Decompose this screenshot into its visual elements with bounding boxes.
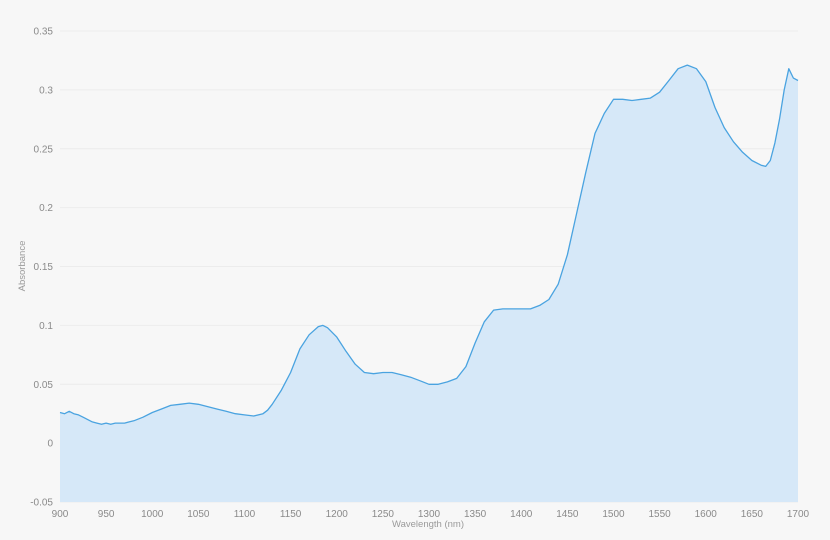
- x-tick-label: 1100: [234, 509, 256, 520]
- y-tick-label: 0.25: [34, 144, 54, 155]
- x-tick-label: 1050: [187, 509, 210, 520]
- area-layer: [59, 64, 799, 502]
- x-tick-label: 1200: [326, 509, 349, 520]
- x-tick-label: 1300: [418, 509, 441, 520]
- y-tick-label: 0.15: [34, 262, 54, 273]
- y-tick-label: 0.2: [39, 203, 53, 214]
- x-tick-label: 1550: [649, 509, 672, 520]
- y-axis-title: Absorbance: [17, 241, 28, 292]
- series-area: [60, 65, 798, 502]
- y-tick-label: 0.35: [34, 27, 54, 38]
- y-tick-label: 0.05: [34, 380, 54, 391]
- x-axis-ticks: 900 950 1000 1050 1100 1150 1200 1250 1300 1350 14…: [52, 509, 810, 520]
- x-tick-label: 900: [52, 509, 69, 520]
- x-tick-label: 950: [98, 509, 115, 520]
- x-tick-label: 1150: [280, 509, 302, 520]
- x-tick-label: 1500: [602, 509, 625, 520]
- x-tick-label: 1000: [141, 509, 164, 520]
- x-tick-label: 1350: [464, 509, 487, 520]
- x-tick-label: 1600: [695, 509, 718, 520]
- series-line: [59, 64, 799, 425]
- x-tick-label: 1650: [741, 509, 764, 520]
- y-tick-label: 0.1: [39, 321, 53, 332]
- x-tick-label: 1450: [556, 509, 579, 520]
- y-axis-ticks: -0.05 0 0.05 0.1 0.15 0.2 0.25 0.3 0.35: [30, 27, 53, 509]
- y-tick-label: -0.05: [30, 498, 53, 509]
- y-tick-label: 0: [47, 439, 53, 450]
- x-tick-label: 1700: [787, 509, 810, 520]
- x-tick-label: 1400: [510, 509, 533, 520]
- y-tick-label: 0.3: [39, 85, 53, 96]
- x-tick-label: 1250: [372, 509, 395, 520]
- x-axis-title: Wavelength (nm): [392, 519, 464, 530]
